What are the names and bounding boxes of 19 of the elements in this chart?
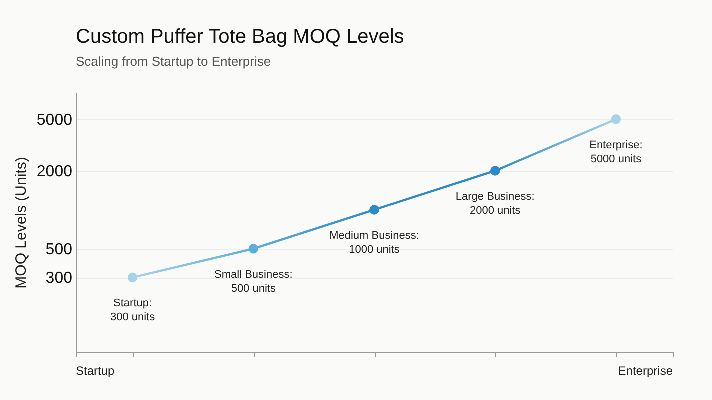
point: [128, 272, 138, 283]
point: [611, 114, 622, 124]
y-tick-label: 500: [46, 241, 73, 258]
text: Enterprise: [618, 364, 674, 378]
y-tick-label: 2000: [36, 163, 73, 180]
y-axis-title: MOQ Levels (Units): [12, 157, 30, 289]
chart-title: Custom Puffer Tote Bag MOQ Levels: [76, 26, 404, 48]
text: Startup: [76, 364, 116, 378]
chart-subtitle: Scaling from Startup to Enterprise: [76, 54, 272, 69]
point: [248, 244, 259, 254]
point: [490, 166, 500, 176]
data-label: Enterprise: 5000 units: [590, 139, 643, 166]
data-label: Medium Business: 1000 units: [330, 230, 420, 256]
data-label: Small Business: 500 units: [214, 268, 293, 295]
data-label: Large Business: 2000 units: [456, 190, 535, 217]
data-label: Startup: 300 units: [110, 298, 156, 324]
y-tick-label: 5000: [36, 112, 73, 129]
point: [370, 205, 380, 215]
y-tick-label: 300: [46, 270, 73, 288]
